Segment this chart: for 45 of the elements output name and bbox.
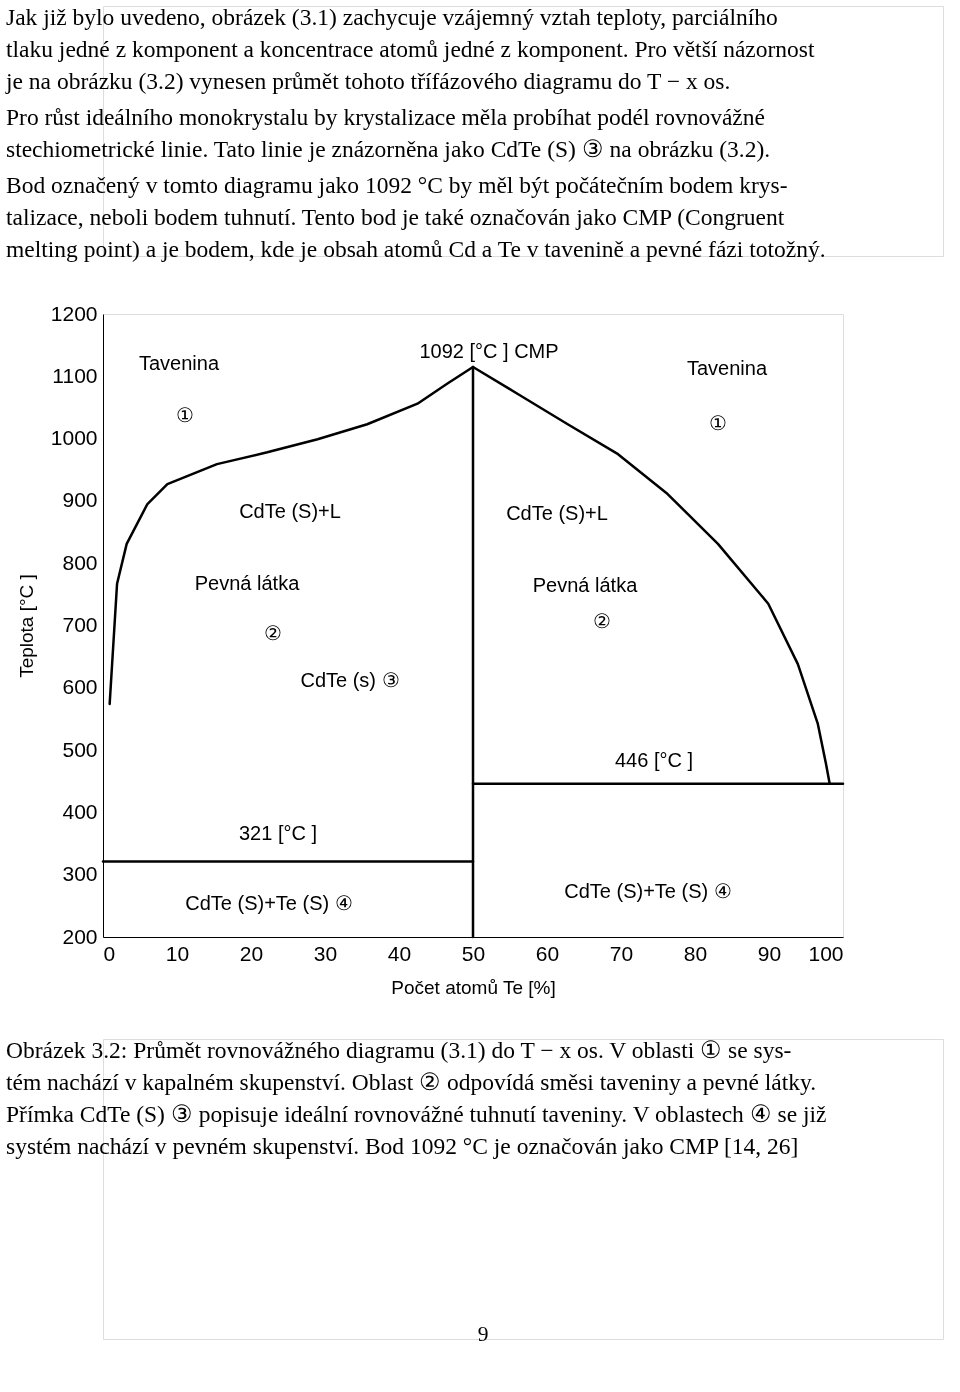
y-tick-label: 300 <box>62 862 98 886</box>
text: Pro růst ideálního monokrystalu by krystalizace měla probíhat podél rovnovážné stechiometrické linie. Tato linie je znázorněna jako CdTe (S) ③ na obrázku (3.2). <box>6 104 771 162</box>
y-tick-label: 700 <box>62 613 98 636</box>
annotation: ② <box>593 610 611 632</box>
y-tick-label: 1200 <box>50 301 98 325</box>
x-tick-label: 50 <box>461 941 486 965</box>
x-tick-label: 60 <box>535 941 560 965</box>
annotation: ① <box>176 404 194 426</box>
annotation: Pevná látka <box>532 574 639 596</box>
x-axis-title: Počet atomů Te [%] <box>391 976 556 998</box>
text: Jak již bylo uvedeno, obrázek (3.1) zachycuje vzájemný vztah teploty, parciálního tlaku jedné z komponent a koncentrace atomů jedné z komponent. Pro větší názornost je na obrázku (3.2) vynesen průmět tohoto třífázového diagramu do T − x os. <box>5 4 816 94</box>
text: Bod označený v tomto diagramu jako 1092 °C by měl být počátečním bodem krys- talizace, neboli bodem tuhnutí. Tento bod je také označován jako CMP (Congruent melting point) a je bodem, kde je obsah atomů Cd a Te v tavenině a pevné fázi totožný. <box>6 172 826 262</box>
annotation: CdTe (s) ③ <box>300 669 400 691</box>
y-tick-label: 400 <box>62 799 98 823</box>
x-tick-label: 10 <box>165 941 190 965</box>
annotation: CdTe (S)+Te (S) ④ <box>564 880 732 902</box>
y-tick-label: 600 <box>62 675 98 699</box>
text: 9 <box>477 1322 489 1346</box>
annotation: CdTe (S)+L <box>506 502 608 524</box>
y-axis-title: Teplota [°C ] <box>15 574 37 678</box>
annotation: CdTe (S)+L <box>239 500 341 522</box>
y-tick-label: 800 <box>62 550 98 574</box>
x-tick-label: 80 <box>683 941 708 965</box>
annotation: ① <box>709 412 727 434</box>
annotation: ② <box>264 622 282 644</box>
x-tick-label: 40 <box>387 941 412 965</box>
x-tick-label: 70 <box>609 941 634 965</box>
x-tick-label: 100 <box>808 941 844 965</box>
y-tick-label: 1000 <box>50 426 98 450</box>
y-tick-label: 1100 <box>52 363 98 387</box>
x-tick-label: 20 <box>239 941 264 965</box>
annotation: 446 [°C ] <box>614 749 694 771</box>
x-tick-label: 90 <box>757 941 782 965</box>
x-tick-label: 30 <box>313 941 338 965</box>
annotation: Tavenina <box>138 352 220 374</box>
y-tick-label: 900 <box>62 488 98 512</box>
annotation: 321 [°C ] <box>238 822 318 844</box>
text: Obrázek 3.2: Průmět rovnovážného diagramu (3.1) do T − x os. V oblasti ① se sys- tém nachází v kapalném skupenství. Oblast ② odpovídá směsi taveniny a pevné látky. Přímka CdTe (S) ③ popisuje ideální rovnovážné tuhnutí taveniny. V oblastech ④ se již systém nachází v pevném skupenství. Bod 1092 °C je označován jako CMP [14, 26] <box>6 1037 827 1159</box>
annotation: Pevná látka <box>194 572 301 594</box>
y-tick-label: 500 <box>62 737 98 761</box>
x-tick-label: 0 <box>103 941 116 965</box>
y-tick-label: 200 <box>62 924 98 948</box>
annotation: CdTe (S)+Te (S) ④ <box>185 892 353 914</box>
annotation: 1092 [°C ] CMP <box>419 340 559 362</box>
annotation: Tavenina <box>686 357 768 379</box>
